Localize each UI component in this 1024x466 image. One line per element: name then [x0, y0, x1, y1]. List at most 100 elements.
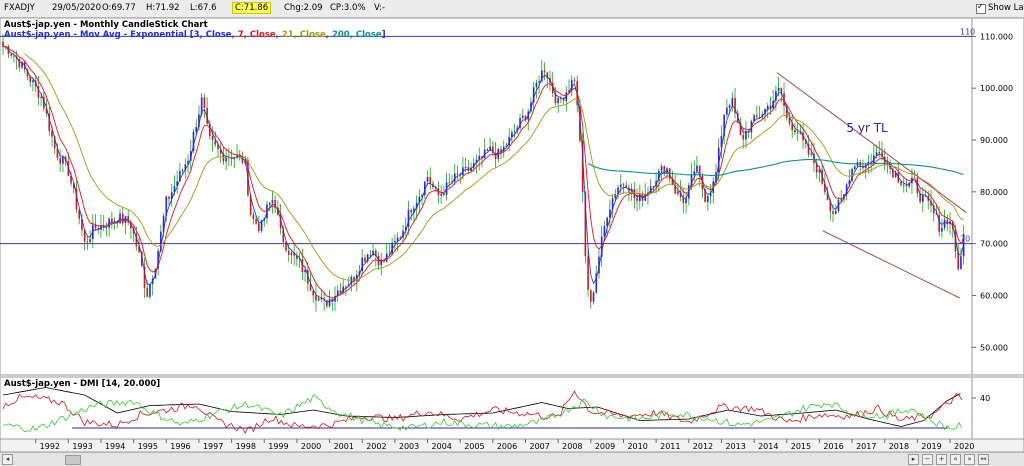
- candle-body: [505, 145, 508, 147]
- candle-body: [475, 159, 478, 163]
- chart-toolbar: FXADJY 29/05/2020 O:69.77 H:71.92 L:67.6…: [0, 0, 1024, 18]
- candle-body: [584, 191, 587, 257]
- candle-body: [179, 170, 181, 182]
- candle-body: [72, 183, 75, 189]
- candle-body: [157, 250, 159, 269]
- candle-body: [225, 157, 227, 162]
- candle-body: [228, 157, 230, 159]
- candle-body: [396, 237, 399, 241]
- candle-body: [111, 218, 113, 223]
- volume-readout: V:-: [374, 3, 386, 13]
- candle-body: [440, 193, 442, 196]
- candle-body: [486, 149, 489, 151]
- candle-body: [922, 195, 924, 202]
- candle-body: [521, 115, 524, 118]
- trendline-annotation: 5 yr TL: [846, 121, 888, 135]
- candle-body: [600, 236, 603, 257]
- ema21-line: [24, 53, 964, 281]
- candle-body: [252, 214, 255, 219]
- zoom-out-icon[interactable]: −: [922, 454, 933, 465]
- candle-body: [130, 222, 132, 229]
- candle-body: [595, 273, 598, 293]
- candle-body: [698, 165, 701, 176]
- ema-legend-suffix: ]: [382, 30, 386, 40]
- candle-body: [429, 177, 432, 184]
- candle-body: [132, 228, 135, 234]
- candle-body: [728, 105, 731, 108]
- candle-body: [37, 86, 40, 98]
- candle-body: [674, 185, 676, 194]
- candle-body: [941, 227, 943, 232]
- candle-body: [723, 114, 725, 136]
- price-axis: [971, 18, 1024, 376]
- candle-body: [404, 227, 407, 231]
- horizontal-level-label: 110: [960, 27, 975, 36]
- dmi-adx-line: [2, 387, 961, 427]
- candle-body: [878, 152, 881, 154]
- candle-body: [192, 131, 195, 152]
- candle-body: [758, 116, 761, 118]
- candle-body: [742, 135, 745, 140]
- scroll-start-icon[interactable]: «: [950, 454, 961, 465]
- candle-body: [413, 208, 415, 213]
- year-tick-label: 1994: [105, 442, 125, 451]
- candle-body: [775, 91, 777, 101]
- candle-body: [51, 130, 53, 137]
- year-tick-label: 2001: [334, 442, 354, 451]
- candle-body: [492, 146, 494, 153]
- candle-body: [453, 173, 456, 182]
- candle-body: [932, 205, 935, 214]
- scroll-thumb[interactable]: [65, 455, 81, 465]
- candle-body: [434, 187, 437, 189]
- candle-body: [815, 163, 818, 173]
- candle-body: [366, 254, 369, 262]
- candle-body: [946, 219, 949, 225]
- candle-body: [829, 200, 832, 212]
- candle-body: [140, 251, 143, 267]
- candle-body: [777, 87, 780, 92]
- candle-body: [198, 114, 200, 127]
- candle-body: [592, 292, 595, 302]
- fit-icon[interactable]: ↔: [978, 454, 989, 465]
- candle-body: [690, 174, 693, 186]
- candle-body: [89, 239, 91, 243]
- zoom-in-icon[interactable]: +: [936, 454, 947, 465]
- candle-body: [94, 224, 97, 229]
- show-last-checkbox[interactable]: [976, 2, 986, 14]
- candle-body: [535, 82, 538, 88]
- candle-body: [160, 231, 162, 251]
- candle-body: [840, 199, 843, 201]
- candle-body: [644, 194, 647, 201]
- price-tick-label: 80.000: [980, 188, 1008, 197]
- candle-body: [214, 140, 217, 145]
- candle-body: [345, 286, 347, 288]
- candle-body: [807, 143, 810, 155]
- candle-body: [407, 209, 410, 228]
- year-tick-label: 2004: [432, 442, 452, 451]
- candle-body: [568, 90, 570, 93]
- candle-body: [426, 177, 429, 182]
- candle-body: [249, 195, 252, 215]
- candle-body: [652, 186, 655, 188]
- candle-body: [184, 164, 187, 170]
- candle-body: [769, 105, 772, 109]
- scroll-left-icon[interactable]: ◂: [2, 454, 13, 465]
- scroll-right-icon[interactable]: ▸: [908, 454, 919, 465]
- candle-body: [53, 136, 56, 149]
- candle-body: [848, 180, 851, 185]
- candle-body: [913, 177, 916, 179]
- dmi-plusdi-line: [2, 390, 963, 434]
- candle-body: [513, 131, 516, 133]
- horizontal-scrollbar[interactable]: ◂ ▸ − + « » ↔: [0, 452, 1024, 466]
- candle-body: [399, 237, 402, 239]
- candle-body: [736, 113, 739, 123]
- time-axis: [0, 438, 1024, 452]
- candle-body: [181, 169, 184, 171]
- scroll-end-icon[interactable]: »: [964, 454, 975, 465]
- candle-body: [494, 152, 497, 159]
- close-readout: C:71.86: [232, 2, 272, 14]
- candle-body: [546, 72, 549, 79]
- price-tick-label: 70.000: [980, 240, 1008, 249]
- candle-body: [238, 155, 241, 157]
- candle-body: [565, 92, 568, 101]
